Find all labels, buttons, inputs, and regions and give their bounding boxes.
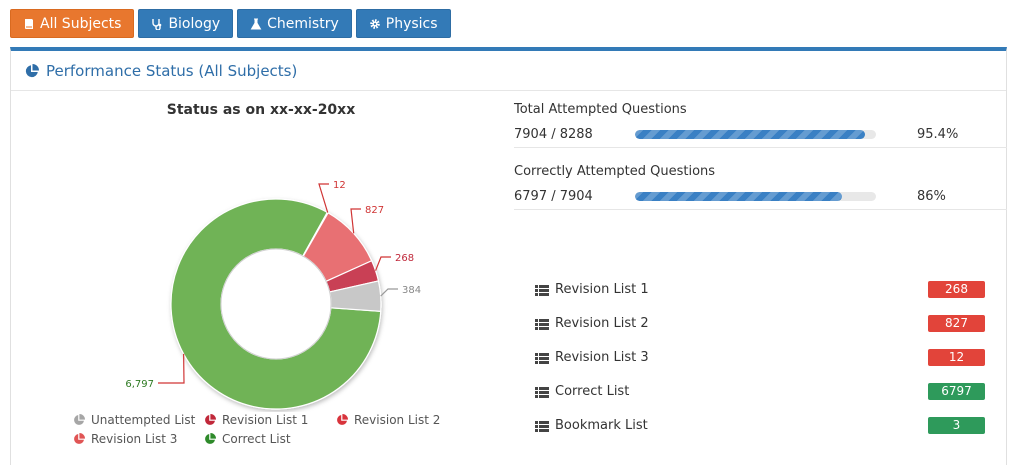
donut-chart: 6,797 12 827 268 384	[125, 180, 421, 410]
legend-item-revision-3[interactable]: Revision List 3	[73, 432, 204, 446]
data-label: 268	[395, 253, 414, 264]
callout-line	[375, 256, 391, 271]
list-label: Revision List 1	[555, 282, 649, 297]
stat-correctly-attempted: Correctly Attempted Questions 6797 / 790…	[514, 162, 1007, 210]
pie-chart-icon	[74, 413, 85, 425]
data-label: 384	[402, 285, 421, 296]
legend-label: Correct List	[222, 431, 291, 446]
list-icon	[535, 319, 549, 330]
gear-icon	[369, 18, 380, 29]
count-badge: 3	[928, 417, 985, 434]
legend-item-unattempted[interactable]: Unattempted List	[73, 413, 204, 427]
data-label: 6,797	[125, 379, 154, 390]
list-item-bookmark[interactable]: Bookmark List 3	[535, 412, 985, 446]
question-lists: Revision List 1 268 Revision List 2 827 …	[535, 276, 985, 446]
legend-item-correct[interactable]: Correct List	[204, 432, 336, 446]
pie-chart-icon	[74, 432, 85, 444]
tab-label: All Subjects	[40, 15, 122, 32]
stat-percent: 95.4%	[917, 127, 959, 142]
count-badge: 6797	[928, 383, 985, 400]
stat-label: Total Attempted Questions	[514, 102, 687, 117]
data-label: 827	[365, 205, 384, 216]
stat-count: 6797 / 7904	[514, 189, 593, 204]
tab-label: Biology	[168, 15, 221, 32]
list-label: Correct List	[555, 384, 630, 399]
flask-icon	[250, 18, 262, 29]
count-badge: 12	[928, 349, 985, 366]
list-item-revision-3[interactable]: Revision List 3 12	[535, 344, 985, 378]
data-label: 12	[333, 180, 346, 191]
performance-panel: Performance Status (All Subjects) Status…	[10, 47, 1007, 465]
callout-line	[380, 288, 398, 297]
list-label: Bookmark List	[555, 418, 648, 433]
list-icon	[535, 387, 549, 398]
list-item-revision-1[interactable]: Revision List 1 268	[535, 276, 985, 310]
progress-bar	[635, 130, 876, 139]
book-icon	[25, 18, 33, 29]
subject-tabs: All Subjects Biology Chemistry Physics	[10, 9, 451, 38]
list-label: Revision List 3	[555, 350, 649, 365]
stat-count: 7904 / 8288	[514, 127, 593, 142]
stat-total-attempted: Total Attempted Questions 7904 / 8288 95…	[514, 100, 1007, 148]
pie-chart-icon	[205, 432, 216, 444]
progress-fill	[635, 130, 865, 139]
list-icon	[535, 285, 549, 296]
pie-chart-icon	[337, 413, 348, 425]
chart-legend: Unattempted List Revision List 1 Revisio…	[73, 410, 440, 448]
panel-title: Performance Status (All Subjects)	[46, 61, 298, 80]
stat-percent: 86%	[917, 189, 946, 204]
legend-label: Revision List 2	[354, 412, 441, 427]
stats-section: Total Attempted Questions 7904 / 8288 95…	[514, 100, 1007, 210]
panel-header: Performance Status (All Subjects)	[11, 51, 1006, 91]
legend-item-revision-1[interactable]: Revision List 1	[204, 413, 336, 427]
chart-title: Status as on xx-xx-20xx	[166, 102, 356, 118]
list-icon	[535, 353, 549, 364]
pie-chart-icon	[205, 413, 216, 425]
list-item-revision-2[interactable]: Revision List 2 827	[535, 310, 985, 344]
tab-chemistry[interactable]: Chemistry	[237, 9, 352, 38]
legend-label: Revision List 1	[222, 412, 309, 427]
pie-chart-icon	[25, 63, 39, 77]
progress-bar	[635, 192, 876, 201]
list-label: Revision List 2	[555, 316, 649, 331]
tab-physics[interactable]: Physics	[355, 9, 451, 38]
list-item-correct[interactable]: Correct List 6797	[535, 378, 985, 412]
stethoscope-icon	[152, 18, 162, 30]
legend-label: Revision List 3	[91, 431, 178, 446]
list-icon	[535, 421, 549, 432]
tab-all-subjects[interactable]: All Subjects	[10, 9, 135, 38]
legend-item-revision-2[interactable]: Revision List 2	[336, 413, 440, 427]
callout-line	[350, 208, 361, 234]
tab-label: Physics	[385, 15, 438, 32]
count-badge: 827	[928, 315, 985, 332]
status-chart: Status as on xx-xx-20xx 6,797 12 827 268 384…	[11, 92, 511, 465]
stat-label: Correctly Attempted Questions	[514, 164, 716, 179]
tab-biology[interactable]: Biology	[138, 9, 234, 38]
count-badge: 268	[928, 281, 985, 298]
tab-label: Chemistry	[267, 15, 339, 32]
legend-label: Unattempted List	[91, 412, 196, 427]
progress-fill	[635, 192, 843, 201]
callout-line	[158, 353, 185, 384]
donut-hole	[220, 248, 332, 360]
callout-line	[318, 183, 329, 213]
